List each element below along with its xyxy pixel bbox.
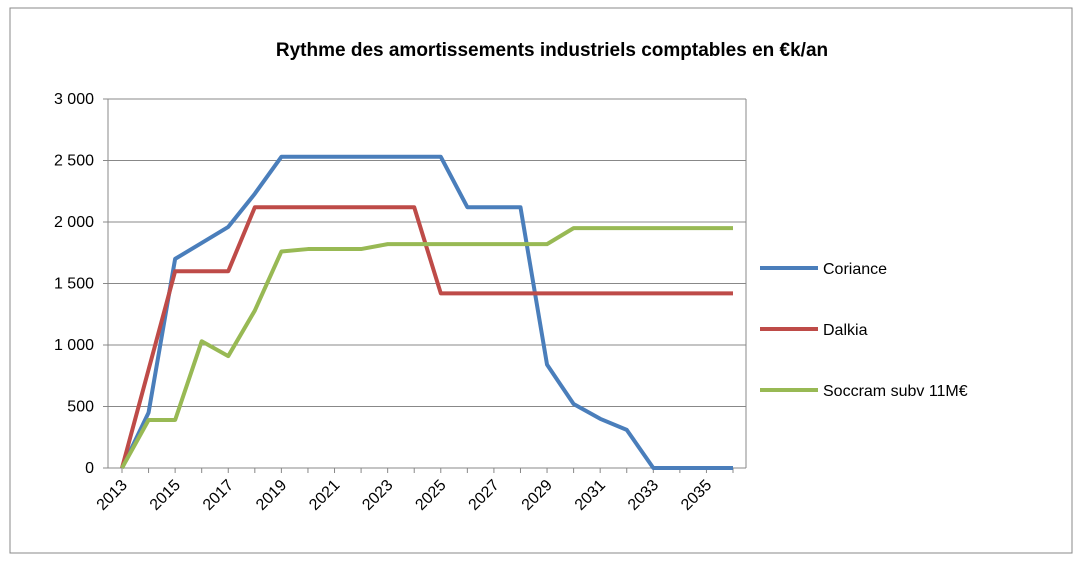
- series-line: [120, 154, 733, 470]
- y-tick-label: 3 000: [54, 91, 94, 108]
- y-tick-label: 0: [85, 460, 94, 477]
- y-tick-label: 1 000: [54, 337, 94, 354]
- series-line: [120, 205, 733, 469]
- chart-frame: [9, 7, 1073, 554]
- y-tick-label: 2 000: [54, 214, 94, 231]
- series-line: [120, 226, 733, 469]
- legend-label: Coriance: [823, 261, 887, 278]
- legend-label: Dalkia: [823, 322, 868, 339]
- y-tick-label: 2 500: [54, 153, 94, 170]
- chart-title: Rythme des amortissements industriels co…: [276, 40, 828, 61]
- y-tick-label: 1 500: [54, 276, 94, 293]
- legend-label: Soccram subv 11M€: [823, 383, 968, 400]
- y-tick-label: 500: [67, 399, 94, 416]
